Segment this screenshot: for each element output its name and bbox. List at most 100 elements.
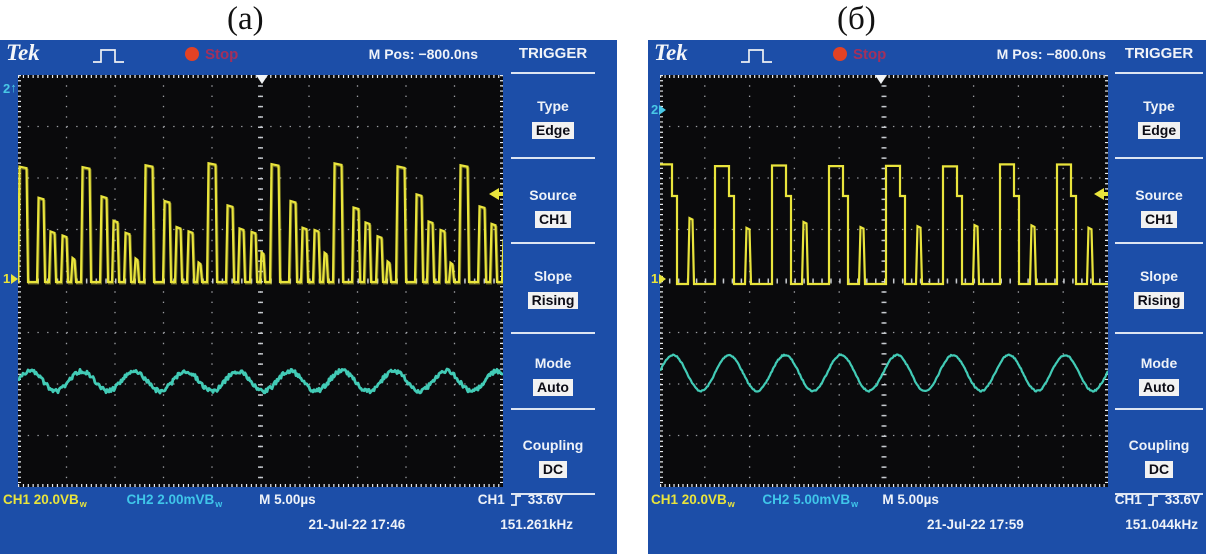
menu-title: TRIGGER	[518, 45, 588, 62]
bandwidth-limit-subscript: w	[215, 499, 223, 509]
ch2-scale-readout: CH2 5.00mVBw	[762, 492, 859, 509]
menu-separator	[1115, 332, 1203, 334]
menu-item-trigger-slope[interactable]: Slope Rising	[508, 268, 598, 310]
ch1-scale-text: CH1 20.0VB	[3, 492, 79, 507]
soft-menu-column: TRIGGER Type Edge Source CH1 Slope Risin…	[508, 40, 598, 554]
ch2-position-marker: 2 ↑	[3, 80, 17, 96]
menu-item-value: DC	[538, 461, 568, 478]
menu-separator	[511, 157, 595, 159]
menu-item-label: Slope	[1139, 268, 1179, 284]
menu-item-trigger-type[interactable]: Type Edge	[508, 98, 598, 140]
bandwidth-limit-subscript: w	[851, 499, 859, 509]
menu-item-value: DC	[1144, 461, 1174, 478]
ch1-position-marker: 1	[651, 271, 667, 286]
left-arrow-icon	[1094, 188, 1104, 200]
trigger-readout: CH1 33.6V	[1115, 492, 1200, 507]
ch1-marker-number: 1	[651, 271, 659, 286]
bandwidth-limit-subscript: w	[79, 499, 87, 509]
trigger-position-marker-icon	[256, 75, 268, 84]
display-graticule	[18, 75, 503, 487]
marker-tail	[1104, 192, 1108, 196]
figure-label-b: (б)	[837, 1, 876, 37]
menu-item-trigger-source[interactable]: Source CH1	[508, 187, 598, 229]
left-arrow-icon	[489, 188, 499, 200]
right-arrow-icon	[659, 273, 667, 284]
oscilloscope-screen-a: Tek Stop M Pos: −800.0ns 2 ↑ 1 TRIGGER T…	[0, 40, 617, 554]
menu-item-trigger-mode[interactable]: Mode Auto	[508, 355, 598, 397]
marker-tail	[499, 192, 503, 196]
menu-item-value: CH1	[1140, 211, 1177, 228]
trigger-source-text: CH1	[477, 492, 505, 507]
trigger-level-text: 33.6V	[1164, 492, 1200, 507]
menu-item-trigger-source[interactable]: Source CH1	[1112, 187, 1206, 229]
frequency-counter-readout: 151.044kHz	[1125, 517, 1198, 532]
waveform-area	[18, 75, 503, 487]
menu-separator	[1115, 72, 1203, 74]
tek-logo: Tek	[654, 40, 688, 65]
ch2-marker-number: 2	[3, 81, 11, 96]
menu-separator	[1115, 493, 1203, 495]
ch2-position-marker: 2	[651, 102, 667, 117]
menu-item-value: CH1	[534, 211, 571, 228]
menu-title: TRIGGER	[1124, 45, 1194, 62]
right-arrow-icon	[11, 273, 19, 284]
bandwidth-limit-subscript: w	[727, 499, 735, 509]
menu-item-label: Source	[1135, 187, 1183, 203]
menu-item-label: Source	[529, 187, 577, 203]
menu-item-value: Edge	[1137, 122, 1181, 139]
ch1-scale-text: CH1 20.0VB	[651, 492, 727, 507]
pulse-trigger-icon	[93, 49, 124, 63]
menu-separator	[511, 332, 595, 334]
menu-separator	[1115, 408, 1203, 410]
ch2-marker-number: 2	[651, 102, 659, 117]
menu-separator	[511, 242, 595, 244]
ch1-position-marker: 1	[3, 271, 19, 286]
horizontal-position-readout: M Pos: −800.0ns	[996, 46, 1106, 62]
menu-item-trigger-slope[interactable]: Slope Rising	[1112, 268, 1206, 310]
stop-status-icon	[185, 47, 199, 61]
menu-item-value: Edge	[531, 122, 575, 139]
ch2-scale-readout: CH2 2.00mVBw	[126, 492, 223, 509]
menu-item-label: Type	[537, 98, 569, 114]
oscilloscope-screen-b: Tek Stop M Pos: −800.0ns 2 1 TRIGGER Typ…	[648, 40, 1206, 554]
stop-status-icon	[833, 47, 847, 61]
pulse-trigger-icon	[741, 49, 772, 63]
menu-separator	[1115, 242, 1203, 244]
trigger-readout: CH1 33.6V	[478, 492, 563, 507]
menu-item-trigger-type[interactable]: Type Edge	[1112, 98, 1206, 140]
menu-item-trigger-mode[interactable]: Mode Auto	[1112, 355, 1206, 397]
menu-item-value: Rising	[1133, 292, 1185, 309]
menu-separator	[511, 493, 595, 495]
menu-item-label: Mode	[1140, 355, 1178, 371]
menu-separator	[511, 72, 595, 74]
menu-item-trigger-coupling[interactable]: Coupling DC	[508, 437, 598, 479]
rising-edge-icon	[1147, 494, 1158, 506]
datetime-readout: 21-Jul-22 17:59	[927, 517, 1024, 532]
trigger-position-marker-icon	[875, 75, 887, 84]
menu-item-label: Slope	[533, 268, 573, 284]
ch1-scale-readout: CH1 20.0VBw	[3, 492, 87, 509]
timebase-readout: M 5.00µs	[259, 492, 316, 507]
menu-item-label: Type	[1143, 98, 1175, 114]
timebase-readout: M 5.00µs	[882, 492, 939, 507]
rising-edge-icon	[510, 494, 521, 506]
menu-item-value: Rising	[527, 292, 579, 309]
ch1-scale-readout: CH1 20.0VBw	[651, 492, 735, 509]
trigger-source-text: CH1	[1114, 492, 1142, 507]
menu-separator	[1115, 157, 1203, 159]
menu-item-trigger-coupling[interactable]: Coupling DC	[1112, 437, 1206, 479]
menu-separator	[511, 408, 595, 410]
trigger-level-marker-icon	[489, 188, 503, 200]
ch1-marker-number: 1	[3, 271, 11, 286]
trigger-level-marker-icon	[1094, 188, 1108, 200]
waveform-area	[660, 75, 1108, 487]
horizontal-position-readout: M Pos: −800.0ns	[368, 46, 478, 62]
menu-item-label: Coupling	[522, 437, 584, 453]
menu-item-value: Auto	[533, 379, 573, 396]
acquisition-status: Stop	[205, 46, 239, 63]
menu-item-label: Mode	[534, 355, 572, 371]
soft-menu-column: TRIGGER Type Edge Source CH1 Slope Risin…	[1112, 40, 1206, 554]
trigger-level-text: 33.6V	[527, 492, 563, 507]
ch2-scale-text: CH2 5.00mVB	[762, 492, 851, 507]
tek-logo: Tek	[6, 40, 40, 65]
